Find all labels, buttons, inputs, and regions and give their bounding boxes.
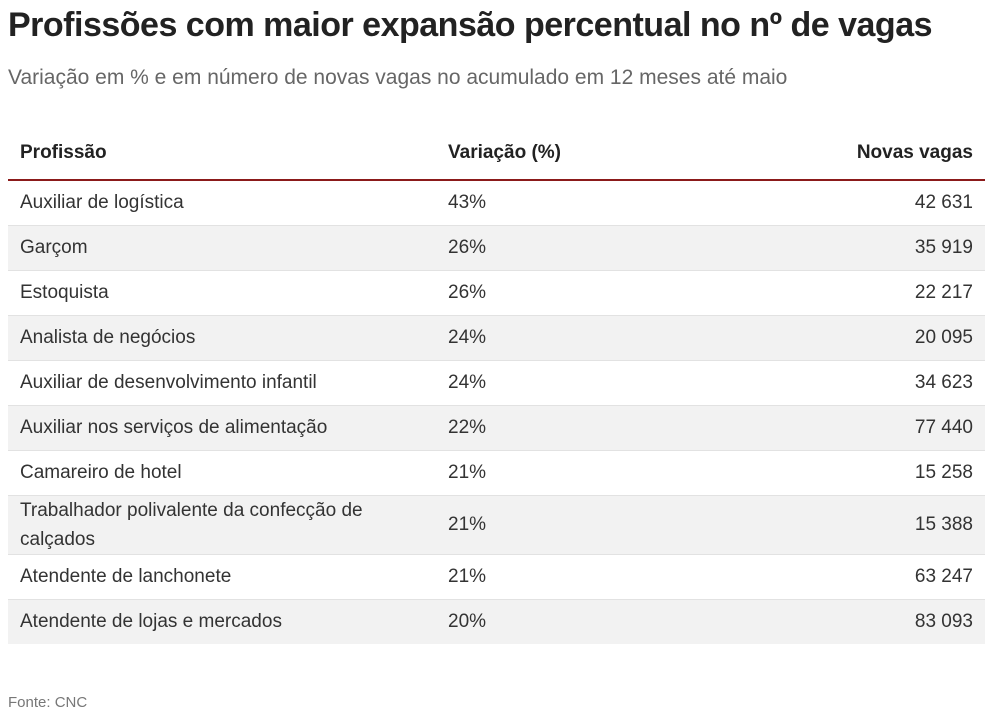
cell-variacao: 21% [438, 554, 738, 600]
cell-profissao: Camareiro de hotel [8, 450, 438, 496]
cell-profissao: Auxiliar de desenvolvimento infantil [8, 360, 438, 406]
cell-variacao: 24% [438, 360, 738, 406]
table-row: Estoquista 26% 22 217 [8, 270, 985, 316]
cell-profissao: Atendente de lanchonete [8, 554, 438, 600]
cell-profissao: Estoquista [8, 270, 438, 316]
cell-profissao: Auxiliar nos serviços de alimentação [8, 405, 438, 451]
cell-variacao: 21% [438, 495, 738, 555]
table-row: Camareiro de hotel 21% 15 258 [8, 450, 985, 496]
chart-title: Profissões com maior expansão percentual… [8, 6, 933, 44]
cell-novas-vagas: 22 217 [738, 270, 985, 316]
cell-novas-vagas: 83 093 [738, 599, 985, 644]
chart-subtitle: Variação em % e em número de novas vagas… [8, 66, 788, 89]
table-row: Garçom 26% 35 919 [8, 225, 985, 271]
table-row: Trabalhador polivalente da confecção de … [8, 495, 985, 555]
table-body: Auxiliar de logística 43% 42 631 Garçom 26% 3… [8, 180, 985, 644]
cell-novas-vagas: 15 258 [738, 450, 985, 496]
table-row: Auxiliar de logística 43% 42 631 [8, 180, 985, 226]
cell-novas-vagas: 35 919 [738, 225, 985, 271]
cell-variacao: 20% [438, 599, 738, 644]
table-row: Atendente de lanchonete 21% 63 247 [8, 554, 985, 600]
cell-novas-vagas: 63 247 [738, 554, 985, 600]
table-row: Auxiliar nos serviços de alimentação 22% 7… [8, 405, 985, 451]
table-row: Analista de negócios 24% 20 095 [8, 315, 985, 361]
cell-variacao: 21% [438, 450, 738, 496]
cell-variacao: 22% [438, 405, 738, 451]
cell-profissao: Trabalhador polivalente da confecção de … [8, 495, 438, 555]
cell-profissao: Auxiliar de logística [8, 180, 438, 226]
column-header-profissao: Profissão [8, 126, 438, 181]
cell-profissao: Garçom [8, 225, 438, 271]
cell-profissao: Analista de negócios [8, 315, 438, 361]
cell-variacao: 24% [438, 315, 738, 361]
cell-novas-vagas: 42 631 [738, 180, 985, 226]
column-header-novas-vagas: Novas vagas [738, 126, 985, 181]
table-row: Atendente de lojas e mercados 20% 83 093 [8, 599, 985, 644]
column-header-variacao: Variação (%) [438, 126, 738, 181]
cell-novas-vagas: 15 388 [738, 495, 985, 555]
source-note: Fonte: CNC [8, 694, 88, 711]
table-row: Auxiliar de desenvolvimento infantil 24% 3… [8, 360, 985, 406]
cell-novas-vagas: 34 623 [738, 360, 985, 406]
cell-profissao: Atendente de lojas e mercados [8, 599, 438, 644]
cell-variacao: 26% [438, 225, 738, 271]
cell-variacao: 26% [438, 270, 738, 316]
data-table: Profissão Variação (%) Novas vagas Auxil… [8, 126, 985, 644]
table-header-row: Profissão Variação (%) Novas vagas [8, 126, 985, 181]
cell-novas-vagas: 20 095 [738, 315, 985, 361]
cell-novas-vagas: 77 440 [738, 405, 985, 451]
cell-variacao: 43% [438, 180, 738, 226]
